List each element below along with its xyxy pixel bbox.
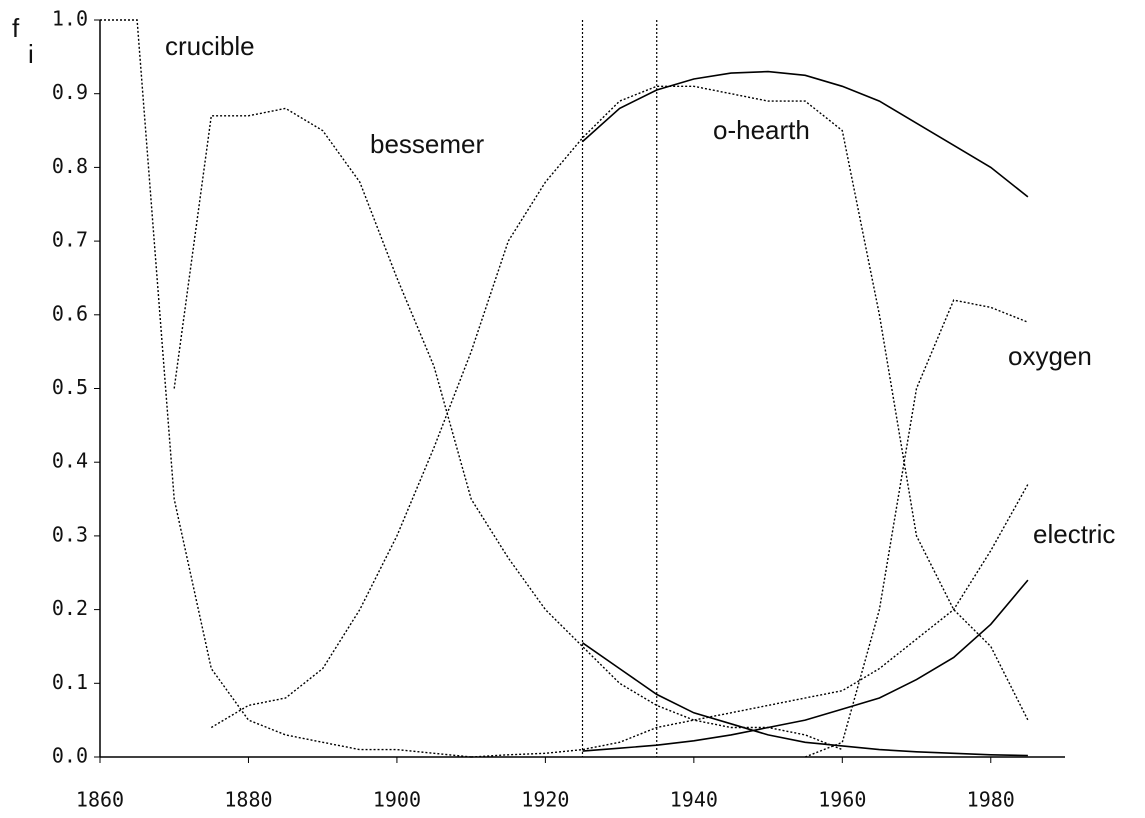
series-label: bessemer <box>370 129 484 159</box>
x-tick-label: 1880 <box>224 788 272 812</box>
x-tick-label: 1960 <box>818 788 866 812</box>
y-tick-label: 0.5 <box>52 375 88 399</box>
y-tick-label: 0.6 <box>52 301 88 325</box>
series-line <box>582 642 1028 757</box>
x-tick-label: 1920 <box>521 788 569 812</box>
x-tick-label: 1900 <box>373 788 421 812</box>
x-tick-label: 1940 <box>670 788 718 812</box>
y-tick-label: 1.0 <box>52 7 88 31</box>
series-line <box>173 107 843 751</box>
series-line <box>210 85 1029 729</box>
series-label: electric <box>1033 519 1115 549</box>
series-line <box>582 579 1029 752</box>
y-tick-label: 0.4 <box>52 449 88 473</box>
series-label: oxygen <box>1008 341 1092 371</box>
y-tick-label: 0.1 <box>52 670 88 694</box>
series-line <box>100 19 472 758</box>
series-line <box>581 70 1029 198</box>
series-label: o-hearth <box>713 115 810 145</box>
y-tick-label: 0.7 <box>52 228 88 252</box>
y-axis-label: f <box>12 13 20 43</box>
x-tick-label: 1980 <box>967 788 1015 812</box>
y-tick-label: 0.2 <box>52 596 88 620</box>
y-tick-label: 0.0 <box>52 744 88 768</box>
y-tick-label: 0.8 <box>52 154 88 178</box>
y-axis-label-sub: i <box>28 39 34 69</box>
series-line <box>804 299 1029 758</box>
x-tick-label: 1860 <box>76 788 124 812</box>
series-line <box>471 483 1029 758</box>
series-label: crucible <box>165 31 255 61</box>
y-tick-label: 0.9 <box>52 80 88 104</box>
y-tick-label: 0.3 <box>52 522 88 546</box>
